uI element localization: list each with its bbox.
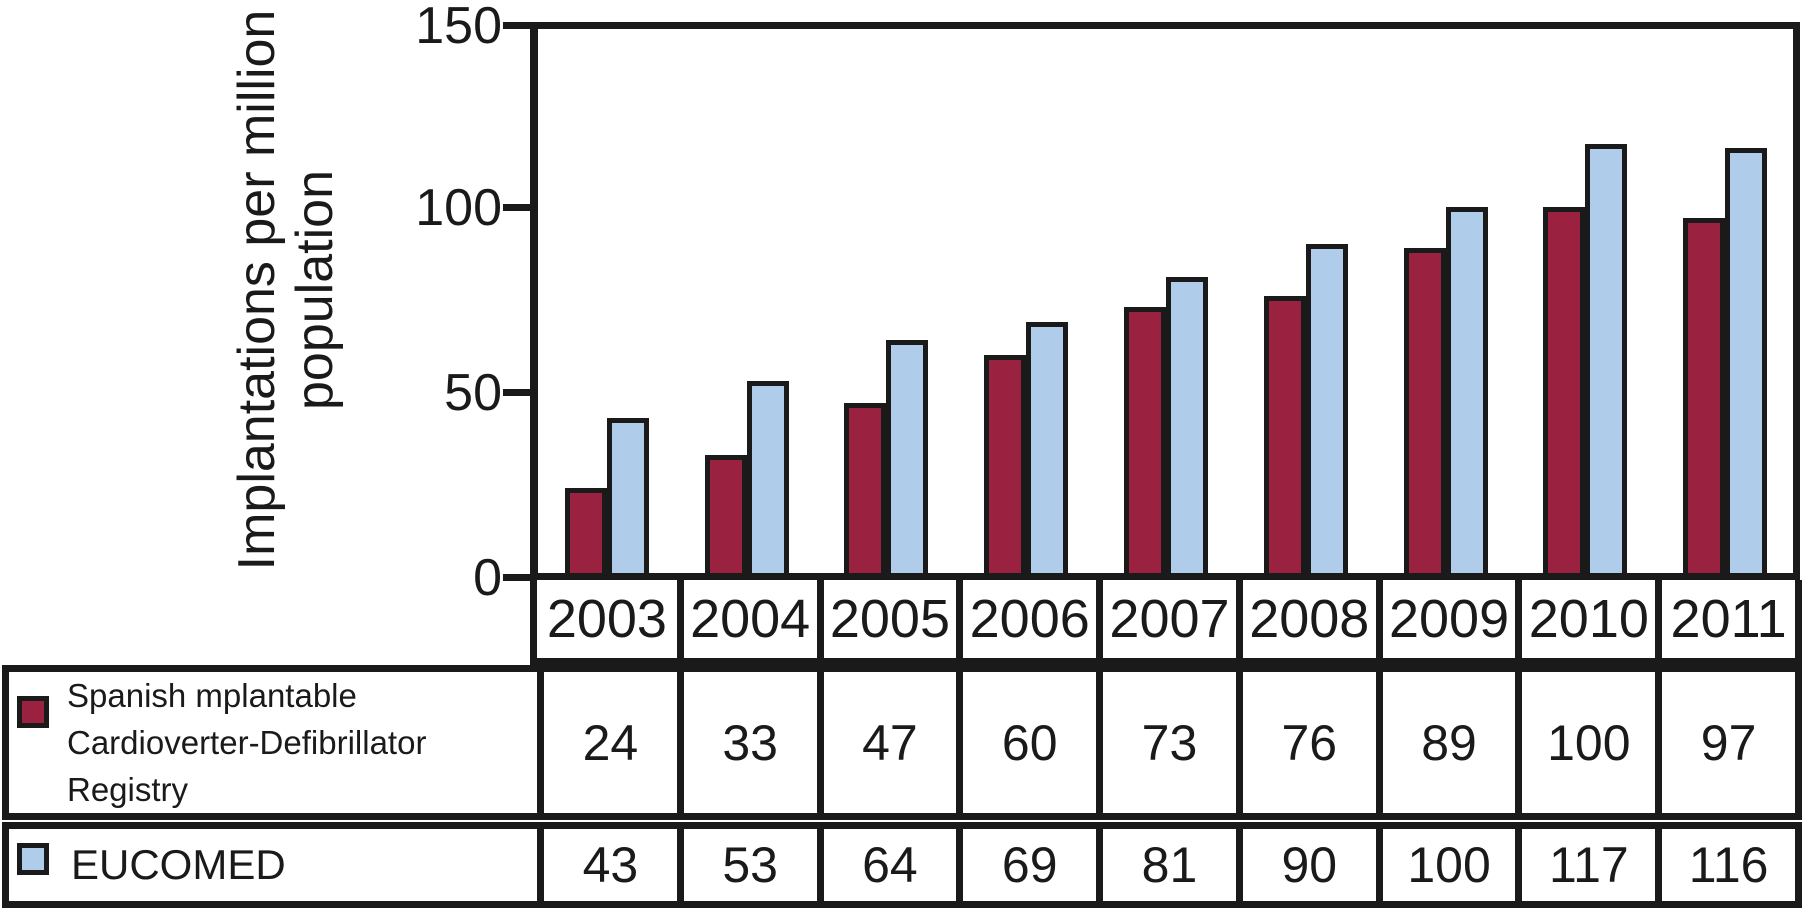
- y-tick-0: [503, 574, 531, 581]
- bar-spanish-registry-2007: [1124, 307, 1166, 577]
- y-axis-title-text: Implantations per million population: [228, 0, 344, 580]
- bar-eucomed-2010: [1585, 144, 1627, 577]
- bar-eucomed-2006: [1026, 322, 1068, 577]
- y-tick-150: [503, 22, 531, 29]
- bar-eucomed-2009: [1446, 207, 1488, 577]
- plot-area-frame: [530, 22, 1800, 580]
- y-tick-label-100: 100: [415, 179, 502, 237]
- value-cell-spanish-registry-2008: 76: [1235, 672, 1376, 813]
- bar-eucomed-2011: [1725, 148, 1767, 577]
- value-cell-eucomed-2006: 69: [956, 829, 1096, 901]
- legend-swatch-spanish-registry-icon: [17, 696, 49, 728]
- value-cell-eucomed-2010: 117: [1515, 829, 1655, 901]
- value-cell-eucomed-2008: 90: [1235, 829, 1376, 901]
- year-cell-2010: 2010: [1515, 580, 1655, 658]
- legend-swatch-eucomed-icon: [17, 843, 49, 875]
- year-cell-2004: 2004: [676, 580, 817, 658]
- value-cell-spanish-registry-2007: 73: [1096, 672, 1236, 813]
- value-cell-eucomed-2003: 43: [537, 829, 677, 901]
- year-cell-2006: 2006: [956, 580, 1096, 658]
- bar-spanish-registry-2005: [844, 403, 886, 577]
- legend-label-spanish-registry: Spanish mplantable Cardioverter-Defibrill…: [67, 672, 426, 813]
- legend-label-line1: Spanish mplantable: [67, 677, 357, 714]
- bar-eucomed-2003: [607, 418, 649, 577]
- value-cell-spanish-registry-2010: 100: [1515, 672, 1655, 813]
- year-cell-2003: 2003: [546, 589, 667, 649]
- table-row-spanish-registry: Spanish mplantable Cardioverter-Defibrill…: [2, 665, 1802, 820]
- table-row-eucomed: EUCOMED 43 53 64 69 81 90 100 117 116: [2, 822, 1802, 908]
- bar-spanish-registry-2006: [984, 355, 1026, 577]
- year-cell-2011: 2011: [1655, 580, 1795, 658]
- value-cell-eucomed-2009: 100: [1375, 829, 1516, 901]
- bar-spanish-registry-2003: [565, 488, 607, 577]
- bar-spanish-registry-2010: [1543, 207, 1585, 577]
- y-tick-label-50: 50: [444, 364, 502, 422]
- bar-spanish-registry-2011: [1683, 218, 1725, 577]
- value-cell-eucomed-2004: 53: [676, 829, 817, 901]
- year-cell-2009: 2009: [1375, 580, 1516, 658]
- y-tick-label-150: 150: [415, 0, 502, 55]
- bar-eucomed-2004: [747, 381, 789, 577]
- y-tick-label-0: 0: [473, 549, 502, 607]
- year-cell-2007: 2007: [1096, 580, 1236, 658]
- bar-spanish-registry-2008: [1264, 296, 1306, 577]
- y-tick-100: [503, 204, 531, 211]
- value-cell-eucomed-2005: 64: [816, 829, 957, 901]
- y-axis-title-line1: Implantations per million: [228, 9, 286, 571]
- value-cell-spanish-registry-2005: 47: [816, 672, 957, 813]
- year-cell-2008: 2008: [1235, 580, 1376, 658]
- bar-spanish-registry-2009: [1404, 248, 1446, 577]
- value-cell-eucomed-2011: 116: [1655, 829, 1795, 901]
- value-cell-spanish-registry-2011: 97: [1655, 672, 1795, 813]
- bar-eucomed-2008: [1306, 244, 1348, 577]
- bar-spanish-registry-2004: [705, 455, 747, 577]
- bar-eucomed-2005: [886, 340, 928, 577]
- value-cell-spanish-registry-2004: 33: [676, 672, 817, 813]
- legend-label-line2: Cardioverter-Defibrillator: [67, 724, 427, 761]
- legend-label-eucomed: EUCOMED: [71, 841, 286, 888]
- bar-eucomed-2007: [1166, 277, 1208, 577]
- value-cell-spanish-registry-2003: 24: [537, 672, 677, 813]
- x-axis-year-header-row: 2003 2004 2005 2006 2007 2008 2009 2010 2011: [530, 580, 1802, 665]
- value-cell-spanish-registry-2006: 60: [956, 672, 1096, 813]
- year-cell-2005: 2005: [816, 580, 957, 658]
- y-tick-50: [503, 389, 531, 396]
- legend-cell-spanish-registry: Spanish mplantable Cardioverter-Defibrill…: [9, 672, 537, 813]
- value-cell-spanish-registry-2009: 89: [1375, 672, 1516, 813]
- y-axis-title: Implantations per million population: [228, 0, 344, 580]
- legend-cell-eucomed: EUCOMED: [9, 829, 537, 901]
- value-cell-eucomed-2007: 81: [1096, 829, 1236, 901]
- legend-label-line3: Registry: [67, 771, 189, 808]
